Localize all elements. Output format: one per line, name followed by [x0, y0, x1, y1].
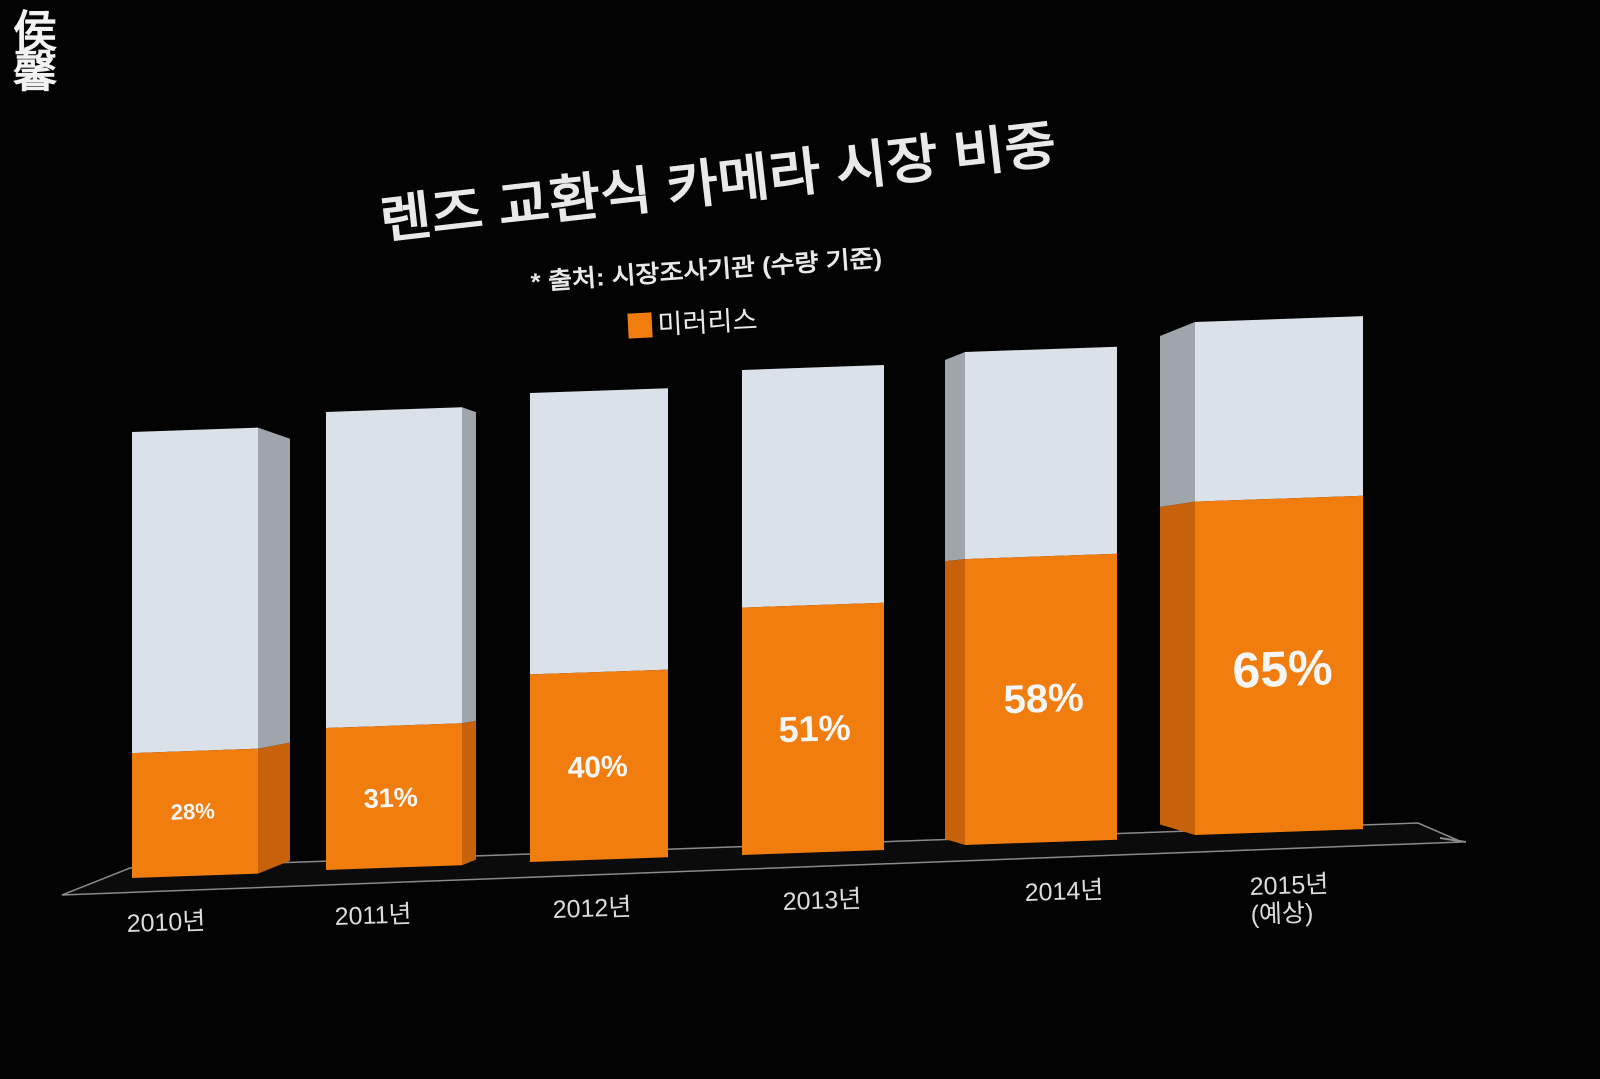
category-label-line: 2010년: [126, 907, 206, 938]
bar-mirrorless-segment: [132, 748, 258, 878]
chart-title: 렌즈 교환식 카메라 시장 비중: [377, 116, 1059, 251]
category-label-line: (예상): [1250, 899, 1314, 929]
bars: 28% 31% 40% 51% 58% 65%: [132, 316, 1363, 878]
data-label: 28%: [170, 798, 215, 825]
watermark-logo: 侯馨: [5, 8, 56, 88]
bar-remainder-segment: [965, 346, 1117, 560]
category-label: 2010년: [126, 907, 206, 938]
bar-group: 31%: [326, 407, 476, 870]
legend: 미러리스: [627, 305, 758, 340]
category-label-line: 2015년: [1249, 870, 1329, 901]
legend-swatch-mirrorless: [627, 312, 653, 339]
category-label: 2015년(예상): [1249, 870, 1330, 929]
bar-remainder-segment: [132, 427, 258, 754]
data-label: 58%: [1003, 676, 1085, 723]
data-label: 65%: [1231, 639, 1333, 698]
bar-side-remainder: [462, 407, 476, 724]
category-label-line: 2014년: [1024, 876, 1104, 907]
category-label: 2012년: [552, 893, 632, 924]
bar-group: 65%: [1160, 316, 1363, 835]
category-label: 2014년: [1024, 876, 1104, 907]
bar-group: 40%: [530, 388, 668, 862]
data-label: 31%: [363, 782, 418, 814]
chart-source-note: * 출처: 시장조사기관 (수량 기준): [530, 245, 883, 296]
category-label-line: 2013년: [782, 885, 862, 916]
bar-remainder-segment: [326, 407, 462, 728]
data-label: 40%: [567, 750, 628, 785]
bar-mirrorless-segment: [1195, 495, 1363, 835]
category-label-line: 2011년: [334, 900, 412, 931]
category-label-line: 2012년: [552, 893, 632, 924]
bar-remainder-segment: [530, 388, 668, 675]
category-labels: 2010년 2011년 2012년 2013년 2014년 2015년(예상): [126, 870, 1330, 938]
bar-mirrorless-segment: [326, 723, 462, 870]
bar-side-mirrorless: [258, 742, 290, 874]
chart-floor: [61, 822, 1463, 896]
data-label: 51%: [778, 707, 851, 750]
bar-side-remainder: [945, 352, 965, 562]
bar-remainder-segment: [1195, 316, 1363, 502]
category-label: 2011년: [334, 900, 412, 931]
bar-mirrorless-segment: [530, 669, 668, 862]
bar-side-mirrorless: [462, 720, 476, 866]
bar-side-remainder: [258, 427, 290, 749]
bar-group: 58%: [945, 346, 1117, 845]
category-label: 2013년: [782, 885, 862, 916]
bar-group: 51%: [742, 365, 884, 855]
legend-label-mirrorless: 미러리스: [657, 305, 758, 340]
bar-mirrorless-segment: [742, 602, 884, 855]
bar-remainder-segment: [742, 365, 884, 608]
bar-side-remainder: [1160, 322, 1195, 507]
floor-arrow: [1439, 837, 1467, 843]
bar-group: 28%: [132, 427, 290, 878]
bar-side-mirrorless: [1160, 501, 1195, 835]
bar-side-mirrorless: [945, 559, 965, 845]
bar-mirrorless-segment: [965, 553, 1117, 845]
